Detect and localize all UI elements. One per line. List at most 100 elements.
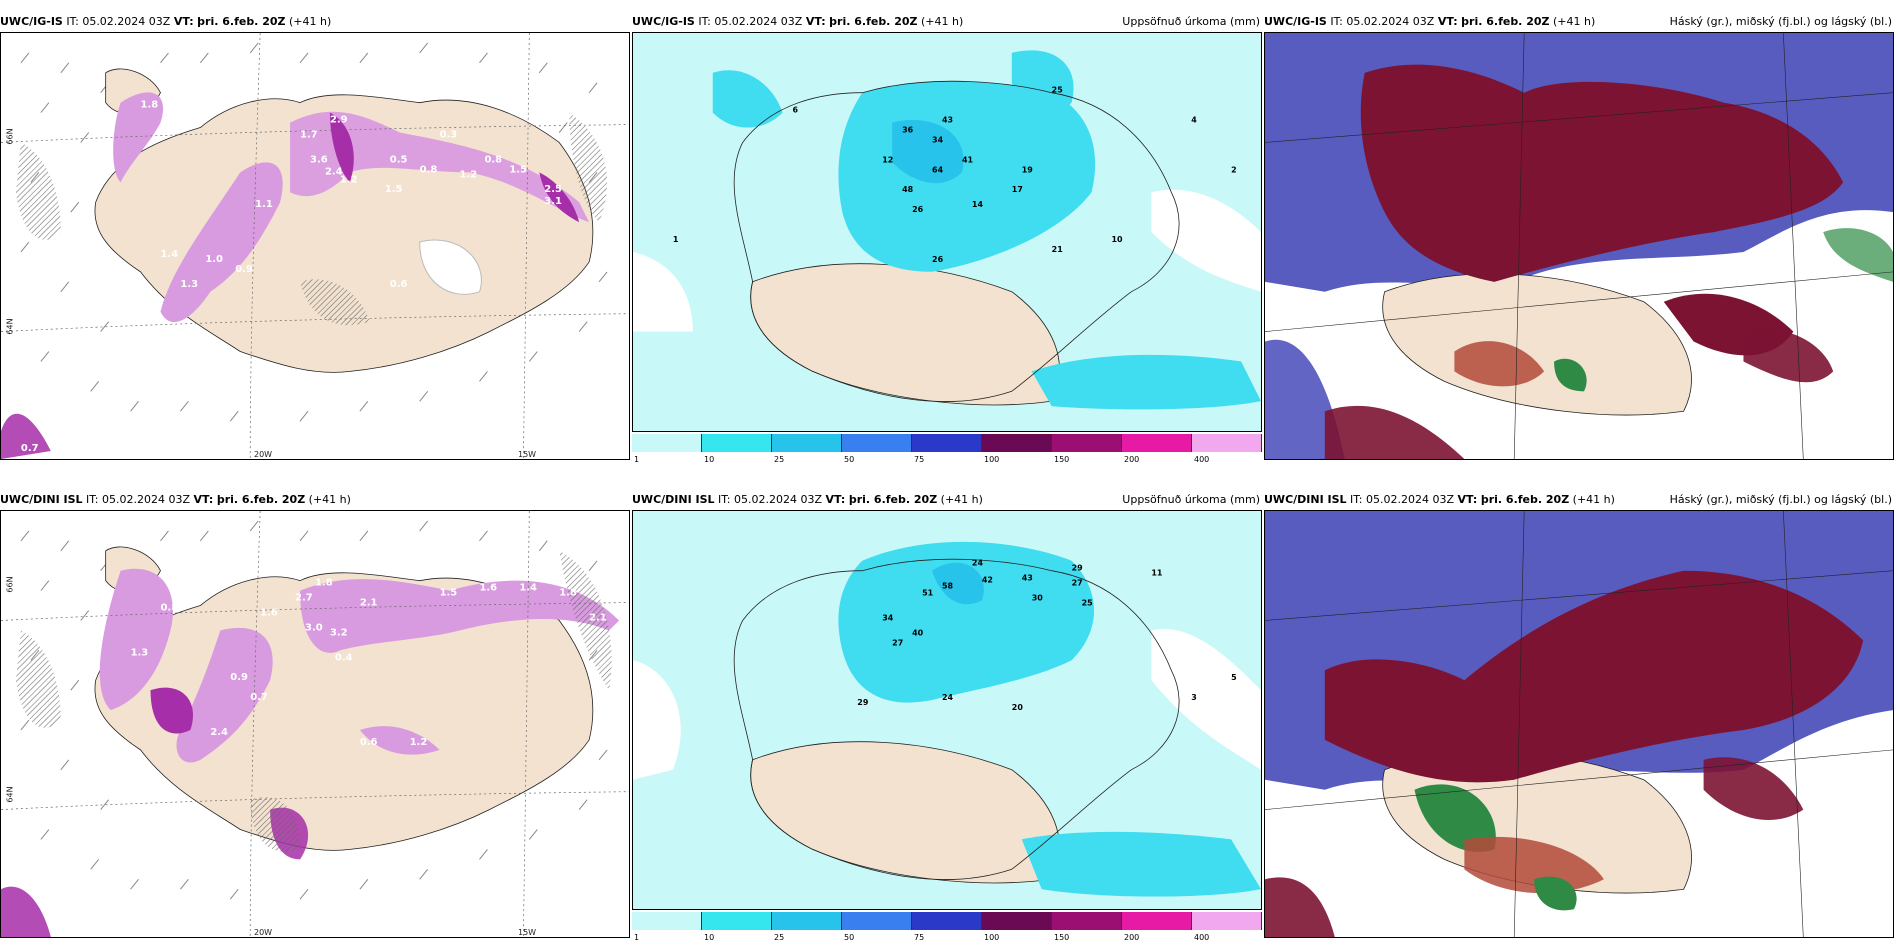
valid-label: VT:	[173, 15, 194, 28]
colorbar-label: 1	[634, 933, 640, 942]
valid-time: þri. 6.feb. 20Z	[216, 493, 306, 506]
precip-label: 21	[1052, 245, 1063, 254]
init-time: IT: 05.02.2024 03Z	[1330, 15, 1435, 28]
lat-label-64n: 64N	[5, 786, 15, 803]
colorbar-seg: 400	[1192, 912, 1262, 942]
precip-label: 30	[1032, 594, 1044, 603]
precip-core	[1021, 831, 1261, 897]
colorbar-seg: 200	[1122, 434, 1192, 464]
snow-label: 0.6	[390, 279, 408, 290]
init-time: IT: 05.02.2024 03Z	[1350, 493, 1455, 506]
init-time: IT: 05.02.2024 03Z	[718, 493, 823, 506]
colorbar-label: 75	[914, 933, 925, 942]
colorbar-label: 150	[1054, 455, 1070, 464]
snow-swath	[99, 568, 174, 711]
precip-label: 43	[1022, 574, 1033, 583]
colorbar-seg: 400	[1192, 434, 1262, 464]
graticule	[1, 511, 629, 937]
snow-label: 2.5	[544, 184, 562, 195]
panel-title: Uppsöfnuð úrkoma (mm)	[1122, 493, 1260, 506]
colorbar-label: 50	[844, 455, 855, 464]
snow-panel-row1: UWC/IG-IS IT: 05.02.2024 03Z VT: þri. 6.…	[0, 12, 630, 462]
precip-label: 24	[942, 693, 954, 702]
snow-label: 0.9	[235, 264, 253, 275]
colorbar-label: 1	[634, 455, 640, 464]
snow-label: 1.5	[440, 588, 458, 599]
hatch-area	[559, 550, 612, 691]
cloud-map	[1264, 32, 1894, 460]
cloud-map-svg	[1265, 33, 1893, 459]
precip-map-svg: 12 26 34 36 43 64 48 41 14 19 25 26 21 1…	[633, 33, 1261, 431]
panel-title: Uppsöfnuð úrkoma (mm)	[1122, 15, 1260, 28]
colorbar-seg: 50	[842, 434, 912, 464]
precip-label: 4	[1191, 116, 1197, 125]
snow-label: 2.1	[589, 612, 607, 623]
snow-label: 2.4	[325, 166, 343, 177]
precip-label: 1	[673, 235, 679, 244]
lat-label-64n: 64N	[5, 318, 15, 335]
panel-header: UWC/IG-IS IT: 05.02.2024 03Z VT: þri. 6.…	[632, 12, 1262, 32]
colorbar-seg: 50	[842, 912, 912, 942]
mixed-cloud	[1454, 341, 1545, 387]
snow-label: 0.8	[484, 154, 502, 165]
colorbar-label: 50	[844, 933, 855, 942]
init-time: IT: 05.02.2024 03Z	[698, 15, 803, 28]
hatch-area	[250, 797, 301, 852]
colorbar-seg: 25	[772, 912, 842, 942]
snow-core	[150, 687, 193, 734]
white-area	[419, 239, 482, 295]
snow-label: 1.3	[131, 647, 149, 658]
snow-label: 0.8	[420, 164, 438, 175]
precip-label: 26	[912, 205, 924, 214]
cloud-map	[1264, 510, 1894, 938]
precip-label: 6	[792, 106, 798, 115]
lead-time: (+41 h)	[940, 493, 983, 506]
init-time: IT: 05.02.2024 03Z	[66, 15, 171, 28]
colorbar-seg: 200	[1122, 912, 1192, 942]
snow-swath	[290, 111, 590, 223]
precip-label: 2	[1231, 165, 1237, 174]
low-cloud	[1414, 784, 1496, 852]
high-cloud	[1743, 329, 1834, 383]
snow-core	[1, 886, 51, 937]
colorbar-label: 25	[774, 455, 785, 464]
precip-colorbar: 1 10 25 50 75 100 150 200 400	[632, 912, 1262, 942]
colorbar-label: 10	[704, 933, 715, 942]
high-cloud	[1324, 405, 1465, 459]
precip-label: 36	[902, 126, 914, 135]
snow-swath	[300, 579, 620, 653]
precip-label: 25	[1052, 86, 1063, 95]
graticule	[1, 33, 629, 459]
colorbar-seg: 10	[702, 912, 772, 942]
panel-header: UWC/DINI ISL IT: 05.02.2024 03Z VT: þri.…	[632, 490, 1262, 510]
high-cloud	[1360, 64, 1844, 282]
colorbar-seg: 75	[912, 912, 982, 942]
precip-panel-row1: UWC/IG-IS IT: 05.02.2024 03Z VT: þri. 6.…	[632, 12, 1262, 464]
precip-label: 34	[882, 613, 894, 622]
hatch-area	[300, 279, 370, 326]
precip-clear	[1151, 628, 1261, 770]
precip-label: 48	[902, 185, 914, 194]
snow-label: 1.8	[141, 100, 159, 111]
colorbar-seg: 100	[982, 434, 1052, 464]
lon-label-20w: 20W	[254, 928, 273, 937]
snow-label: 1.1	[255, 199, 273, 210]
precip-label: 10	[1111, 235, 1123, 244]
lat-label-66n: 66N	[5, 576, 15, 593]
model-name: UWC/DINI ISL	[0, 493, 83, 506]
precip-label: 40	[912, 628, 924, 637]
snow-label: 0.4	[335, 652, 353, 663]
model-name: UWC/DINI ISL	[632, 493, 715, 506]
precip-core	[712, 70, 783, 128]
snow-map-svg: 2.7 3.0 1.6 3.2 1.8 2.1 1.5 1.6 1.8 1.4 …	[1, 511, 629, 937]
precip-label: 27	[892, 638, 903, 647]
colorbar-seg: 150	[1052, 912, 1122, 942]
colorbar-seg: 1	[632, 912, 702, 942]
snow-label: 1.3	[180, 279, 198, 290]
snow-label: 0.3	[440, 130, 458, 141]
panel-header: UWC/DINI ISL IT: 05.02.2024 03Z VT: þri.…	[0, 490, 630, 510]
model-name: UWC/IG-IS	[1264, 15, 1327, 28]
precip-label: 3	[1191, 693, 1197, 702]
snow-map: 1.8 2.9 1.7 3.6 2.4 0.5 0.3 0.8 1.2 1.5 …	[0, 32, 630, 460]
precip-map: 12 26 34 36 43 64 48 41 14 19 25 26 21 1…	[632, 32, 1262, 432]
